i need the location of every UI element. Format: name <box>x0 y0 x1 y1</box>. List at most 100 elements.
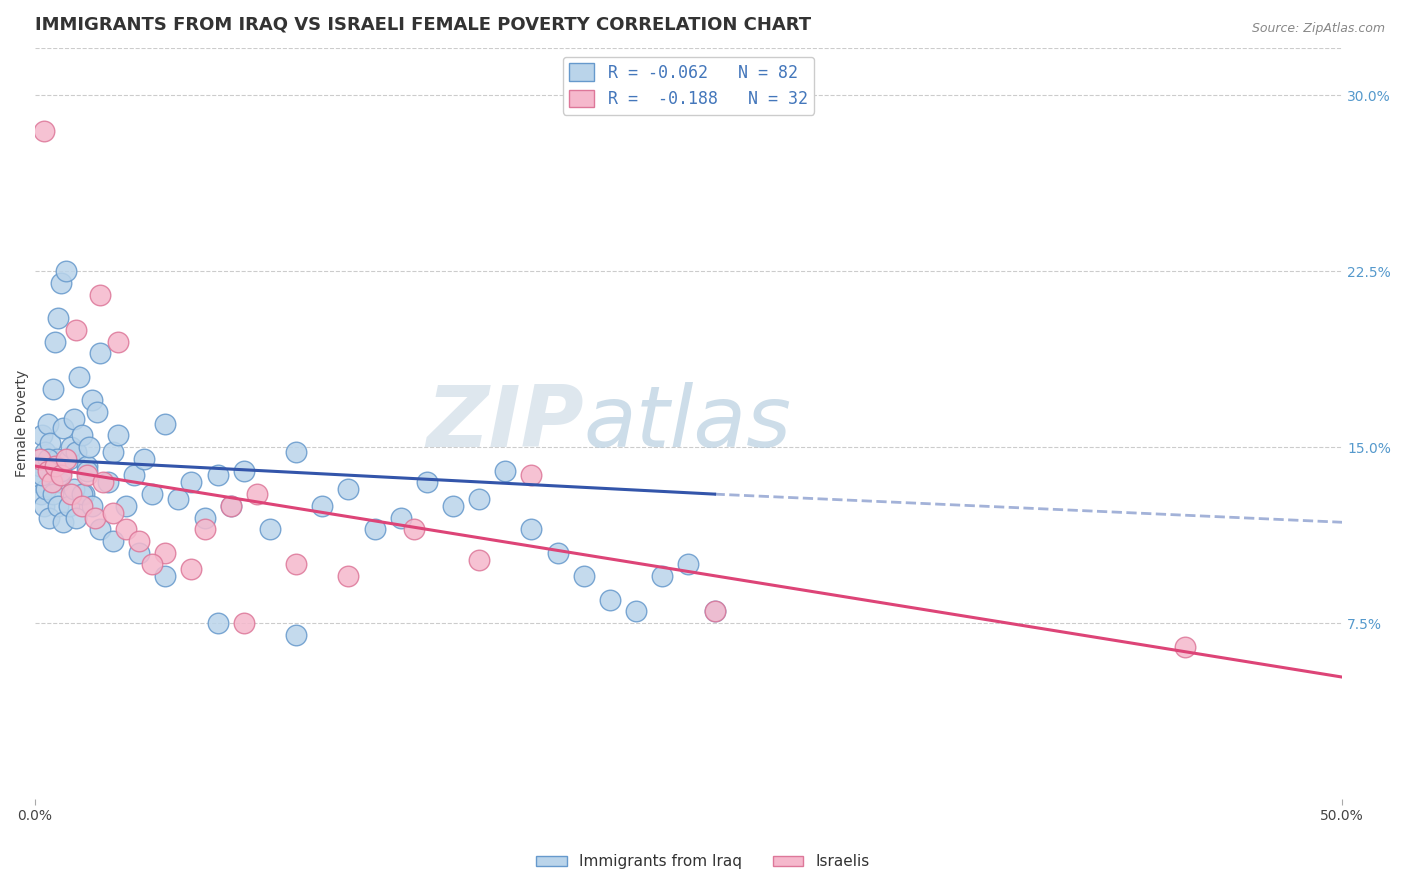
Point <box>82 499 104 513</box>
Point <box>678 558 700 572</box>
Point <box>207 468 229 483</box>
Point <box>70 499 93 513</box>
Point <box>45 452 67 467</box>
Point <box>70 428 93 442</box>
Point <box>107 428 129 442</box>
Point <box>76 464 98 478</box>
Point <box>46 499 69 513</box>
Point <box>402 522 425 536</box>
Point <box>232 616 254 631</box>
Point <box>44 334 66 349</box>
Point <box>34 445 56 459</box>
Point <box>65 510 87 524</box>
Point <box>89 522 111 536</box>
Point <box>232 464 254 478</box>
Point <box>285 558 308 572</box>
Point <box>97 475 120 490</box>
Point <box>115 522 138 536</box>
Legend: R = -0.062   N = 82, R =  -0.188   N = 32: R = -0.062 N = 82, R = -0.188 N = 32 <box>562 57 814 115</box>
Point <box>155 417 177 431</box>
Point <box>219 499 242 513</box>
Point <box>285 445 308 459</box>
Text: Source: ZipAtlas.com: Source: ZipAtlas.com <box>1251 22 1385 36</box>
Point <box>30 487 52 501</box>
Point <box>86 405 108 419</box>
Point <box>49 468 72 483</box>
Point <box>46 311 69 326</box>
Point <box>337 569 360 583</box>
Point <box>58 452 80 467</box>
Point <box>363 522 385 536</box>
Point <box>49 276 72 290</box>
Point <box>52 516 75 530</box>
Point <box>65 323 87 337</box>
Point <box>65 445 87 459</box>
Point <box>52 421 75 435</box>
Point <box>62 412 84 426</box>
Point <box>35 483 58 497</box>
Point <box>37 417 59 431</box>
Point <box>70 487 93 501</box>
Point <box>44 464 66 478</box>
Point <box>468 553 491 567</box>
Point <box>55 264 77 278</box>
Point <box>285 628 308 642</box>
Point <box>89 287 111 301</box>
Point <box>155 569 177 583</box>
Point <box>91 475 114 490</box>
Point <box>115 499 138 513</box>
Point <box>651 569 673 583</box>
Point <box>55 452 77 467</box>
Point <box>37 464 59 478</box>
Point <box>468 491 491 506</box>
Point <box>38 510 60 524</box>
Point <box>703 604 725 618</box>
Point <box>83 510 105 524</box>
Point <box>155 546 177 560</box>
Point <box>219 499 242 513</box>
Point <box>337 483 360 497</box>
Point <box>389 510 412 524</box>
Point <box>41 475 63 490</box>
Point <box>49 464 72 478</box>
Point <box>441 499 464 513</box>
Point <box>82 393 104 408</box>
Point <box>134 452 156 467</box>
Point <box>193 522 215 536</box>
Point <box>42 487 65 501</box>
Point <box>76 468 98 483</box>
Point <box>31 428 53 442</box>
Point <box>28 458 51 473</box>
Point <box>599 592 621 607</box>
Point <box>520 468 543 483</box>
Point <box>167 491 190 506</box>
Point <box>44 458 66 473</box>
Y-axis label: Female Poverty: Female Poverty <box>15 370 30 477</box>
Point <box>32 123 55 137</box>
Point <box>311 499 333 513</box>
Point <box>180 562 202 576</box>
Point <box>122 468 145 483</box>
Point <box>520 522 543 536</box>
Point <box>128 534 150 549</box>
Point <box>624 604 647 618</box>
Point <box>703 604 725 618</box>
Point <box>416 475 439 490</box>
Text: IMMIGRANTS FROM IRAQ VS ISRAELI FEMALE POVERTY CORRELATION CHART: IMMIGRANTS FROM IRAQ VS ISRAELI FEMALE P… <box>35 15 811 33</box>
Point <box>101 445 124 459</box>
Point <box>1174 640 1197 654</box>
Point <box>128 546 150 560</box>
Point <box>107 334 129 349</box>
Point <box>73 487 96 501</box>
Point <box>246 487 269 501</box>
Point <box>32 499 55 513</box>
Point <box>48 475 70 490</box>
Point <box>60 440 83 454</box>
Point <box>62 483 84 497</box>
Point <box>27 475 49 490</box>
Point <box>547 546 569 560</box>
Point <box>76 458 98 473</box>
Point <box>141 558 163 572</box>
Point <box>67 369 90 384</box>
Point <box>41 468 63 483</box>
